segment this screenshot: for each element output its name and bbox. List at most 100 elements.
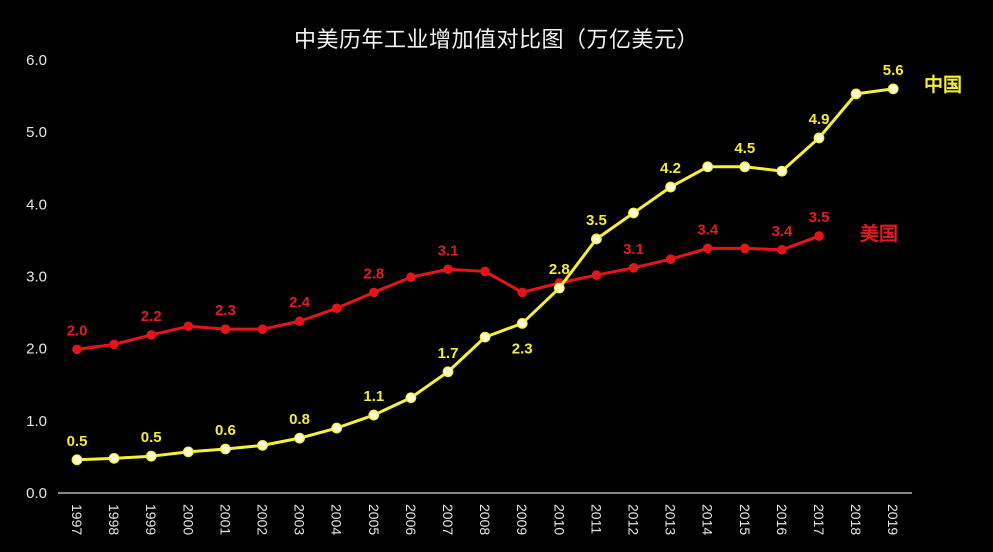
y-tick-label: 6.0 bbox=[26, 52, 47, 69]
data-point-marker bbox=[776, 165, 788, 177]
x-tick-label: 2012 bbox=[626, 504, 642, 535]
data-point-marker bbox=[406, 272, 416, 283]
data-label: 0.8 bbox=[289, 411, 310, 428]
x-tick-label: 2002 bbox=[255, 504, 271, 535]
data-point-marker bbox=[257, 439, 268, 451]
data-label: 4.5 bbox=[734, 140, 755, 157]
data-label: 3.1 bbox=[623, 241, 644, 258]
data-point-marker bbox=[480, 266, 490, 277]
data-label: 1.7 bbox=[438, 345, 459, 362]
data-label: 2.4 bbox=[289, 294, 311, 311]
data-point-marker bbox=[108, 452, 120, 464]
data-label: 2.3 bbox=[215, 302, 236, 319]
data-point-marker bbox=[739, 243, 750, 254]
data-label: 4.2 bbox=[660, 160, 681, 177]
data-label: 2.8 bbox=[363, 265, 384, 282]
series-china bbox=[71, 83, 899, 466]
data-point-marker bbox=[368, 409, 380, 421]
x-tick-label: 2017 bbox=[811, 504, 827, 535]
y-tick-label: 4.0 bbox=[26, 196, 47, 213]
data-labels: 0.5 0.5 0.6 0.8 1.1 1.7 2.3 2.8 3.5 4.2 4.5 4.9 5.6 2… bbox=[67, 62, 904, 450]
data-label: 2.0 bbox=[67, 322, 88, 339]
data-label: 0.6 bbox=[215, 422, 236, 439]
data-label: 3.4 bbox=[771, 223, 793, 240]
chart-title: 中美历年工业增加值对比图（万亿美元） bbox=[293, 28, 699, 53]
x-tick-label: 2011 bbox=[588, 504, 604, 534]
x-tick-label: 2006 bbox=[403, 504, 419, 535]
x-tick-label: 2014 bbox=[700, 504, 716, 535]
y-axis: 0.0 1.0 2.0 3.0 4.0 5.0 6.0 bbox=[26, 52, 47, 502]
data-label: 3.4 bbox=[697, 221, 719, 238]
data-label: 0.5 bbox=[141, 429, 162, 446]
data-point-marker bbox=[777, 244, 787, 255]
y-tick-label: 3.0 bbox=[26, 268, 47, 285]
data-point-marker bbox=[517, 287, 527, 298]
x-tick-label: 2013 bbox=[663, 504, 679, 535]
data-point-marker bbox=[331, 303, 342, 314]
data-point-marker bbox=[442, 366, 454, 378]
data-point-marker bbox=[183, 321, 194, 332]
x-tick-label: 2000 bbox=[180, 504, 196, 535]
data-point-marker bbox=[702, 243, 713, 254]
y-tick-label: 0.0 bbox=[26, 485, 47, 502]
data-label: 3.1 bbox=[438, 242, 459, 259]
data-point-marker bbox=[294, 432, 306, 444]
x-tick-label: 2015 bbox=[737, 504, 753, 535]
x-tick-label: 2016 bbox=[774, 504, 790, 535]
legend-china: 中国 bbox=[924, 73, 962, 96]
y-tick-label: 2.0 bbox=[26, 341, 47, 358]
x-tick-label: 1997 bbox=[69, 504, 85, 535]
data-label: 1.1 bbox=[363, 388, 384, 405]
x-tick-label: 2008 bbox=[477, 504, 493, 535]
data-label: 2.8 bbox=[549, 261, 570, 278]
data-point-marker bbox=[331, 422, 343, 434]
data-point-marker bbox=[887, 83, 899, 95]
series-usa bbox=[72, 231, 824, 355]
data-point-marker bbox=[702, 161, 714, 173]
x-tick-label: 2004 bbox=[329, 504, 345, 535]
x-axis: 1997 1998 1999 2000 2001 2002 2003 2004 2005 2006… bbox=[69, 504, 901, 535]
x-tick-label: 2009 bbox=[514, 504, 530, 535]
data-point-marker bbox=[516, 318, 528, 329]
data-point-marker bbox=[739, 161, 751, 173]
x-tick-label: 2018 bbox=[848, 504, 864, 535]
data-point-marker bbox=[219, 443, 231, 455]
x-tick-label: 1998 bbox=[106, 504, 122, 535]
data-point-marker bbox=[443, 264, 453, 275]
data-label: 5.6 bbox=[883, 62, 904, 79]
x-tick-label: 2007 bbox=[440, 504, 456, 535]
data-label: 4.9 bbox=[809, 111, 830, 128]
data-point-marker bbox=[628, 207, 639, 219]
y-tick-label: 1.0 bbox=[26, 413, 47, 430]
data-point-marker bbox=[553, 282, 565, 294]
data-point-marker bbox=[72, 344, 82, 355]
y-tick-label: 5.0 bbox=[26, 124, 47, 141]
data-point-marker bbox=[665, 181, 676, 193]
x-tick-label: 2003 bbox=[292, 504, 308, 535]
data-point-marker bbox=[257, 324, 268, 334]
data-point-marker bbox=[665, 254, 676, 264]
series-layer bbox=[71, 83, 899, 466]
data-label: 3.5 bbox=[586, 212, 607, 229]
data-point-marker bbox=[814, 231, 824, 241]
legend-usa: 美国 bbox=[860, 222, 898, 245]
x-tick-label: 2005 bbox=[366, 504, 382, 535]
data-point-marker bbox=[813, 132, 825, 144]
x-tick-label: 2010 bbox=[551, 504, 567, 535]
data-label: 2.3 bbox=[512, 340, 533, 357]
data-point-marker bbox=[182, 446, 194, 458]
data-label: 3.5 bbox=[809, 209, 830, 226]
data-point-marker bbox=[479, 331, 491, 343]
x-tick-label: 2001 bbox=[217, 504, 233, 535]
data-point-marker bbox=[591, 233, 602, 245]
data-label: 2.2 bbox=[141, 308, 162, 325]
data-point-marker bbox=[591, 270, 602, 280]
data-point-marker bbox=[294, 316, 305, 327]
data-point-marker bbox=[368, 287, 379, 298]
data-point-marker bbox=[146, 330, 156, 340]
data-point-marker bbox=[850, 88, 862, 100]
data-point-marker bbox=[145, 450, 157, 462]
x-tick-label: 1999 bbox=[143, 504, 159, 535]
